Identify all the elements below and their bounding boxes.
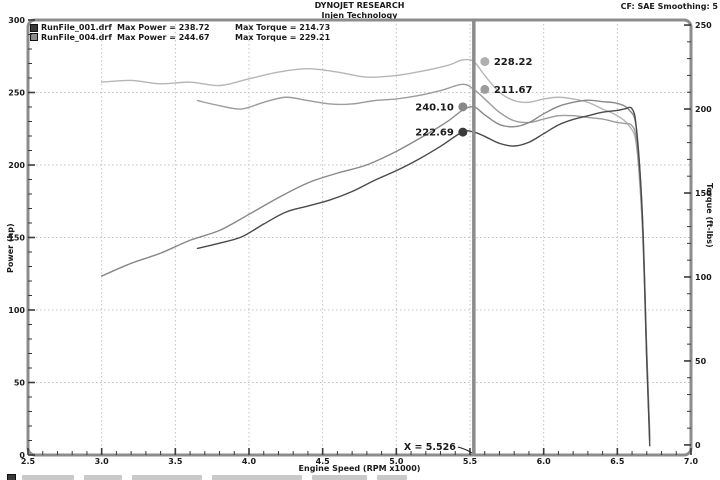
runfile-004-name: RunFile_004.drf xyxy=(41,32,112,42)
power-tick-label: 200 xyxy=(8,161,25,170)
power-tick-label: 150 xyxy=(8,234,25,243)
x-tick-label: 6.5 xyxy=(610,457,625,466)
torque-tick-label: 200 xyxy=(695,105,712,114)
clipped-legend-text-fragment xyxy=(132,475,202,480)
torque-tick-label: 150 xyxy=(695,189,712,198)
x-tick-label: 3.5 xyxy=(168,457,183,466)
clipped-legend-row xyxy=(7,474,417,480)
legend-row-runfile-004: RunFile_004.drf Max Power = 244.67 Max T… xyxy=(30,33,330,43)
runfile-001-max-torque: Max Torque = 214.73 xyxy=(235,23,331,33)
power-tick-label: 50 xyxy=(14,379,26,388)
cursor-marker-value: 228.22 xyxy=(494,57,533,68)
x-tick-label: 6.0 xyxy=(537,457,552,466)
page-title: DYNOJET RESEARCH xyxy=(314,1,405,10)
power-tick-label: 300 xyxy=(8,16,25,25)
clipped-legend-text-fragment xyxy=(212,475,302,480)
x-tick-label: 5.5 xyxy=(463,457,478,466)
runfile-001-name: RunFile_001.drf xyxy=(41,23,112,33)
x-tick-label: 4.0 xyxy=(242,457,257,466)
correction-smoothing-info: CF: SAE Smoothing: 5 xyxy=(620,2,718,11)
torque-tick-label: 100 xyxy=(695,273,712,282)
curve-run004-power xyxy=(100,99,651,441)
runfile-004-color-swatch xyxy=(30,33,38,42)
power-tick-label: 100 xyxy=(8,306,25,315)
cursor-marker-dot xyxy=(458,127,468,137)
cursor-label-pointer xyxy=(457,446,473,454)
x-tick-label: 3.0 xyxy=(95,457,110,466)
runfile-001-max-power: Max Power = 238.72 xyxy=(117,23,210,33)
power-tick-label: 250 xyxy=(8,89,25,98)
rpm-axis-title: Engine Speed (RPM x1000) xyxy=(298,464,421,473)
torque-tick-label: 0 xyxy=(695,441,701,450)
clipped-legend-text-fragment xyxy=(377,475,407,480)
plot-frame xyxy=(26,18,693,457)
clipped-legend-text-fragment xyxy=(22,475,74,480)
x-tick-label: 4.5 xyxy=(316,457,331,466)
x-tick-label: 2.5 xyxy=(21,457,36,466)
runfile-004-max-power: Max Power = 244.67 xyxy=(117,32,210,42)
power-tick-label: 0 xyxy=(19,451,25,460)
runfile-004-max-torque: Max Torque = 229.21 xyxy=(235,32,331,42)
legend-row-runfile-001: RunFile_001.drf Max Power = 238.72 Max T… xyxy=(30,23,330,33)
torque-tick-label: 50 xyxy=(695,357,707,366)
cursor-x-label: X = 5.526 xyxy=(404,442,456,453)
cursor-marker-value: 240.10 xyxy=(415,102,454,113)
x-tick-label: 5.0 xyxy=(389,457,404,466)
cursor-marker-dot xyxy=(458,102,468,112)
curve-run001-power xyxy=(196,106,651,447)
torque-tick-label: 250 xyxy=(695,21,712,30)
clipped-legend-text-fragment xyxy=(312,475,367,480)
page-subtitle: Injen Technology xyxy=(321,11,398,20)
clipped-legend-swatch xyxy=(7,474,16,480)
clipped-legend-text-fragment xyxy=(84,475,122,480)
cursor-marker-dot xyxy=(480,84,490,94)
x-tick-label: 7.0 xyxy=(684,457,699,466)
runfile-001-color-swatch xyxy=(30,23,38,32)
cursor-marker-dot xyxy=(480,57,490,67)
cursor-marker-value: 211.67 xyxy=(494,85,533,96)
curve-run004-torque xyxy=(100,58,651,433)
curve-run001-torque xyxy=(196,83,651,438)
run-legend: RunFile_001.drf Max Power = 238.72 Max T… xyxy=(30,23,330,42)
cursor-marker-value: 222.69 xyxy=(415,128,454,139)
